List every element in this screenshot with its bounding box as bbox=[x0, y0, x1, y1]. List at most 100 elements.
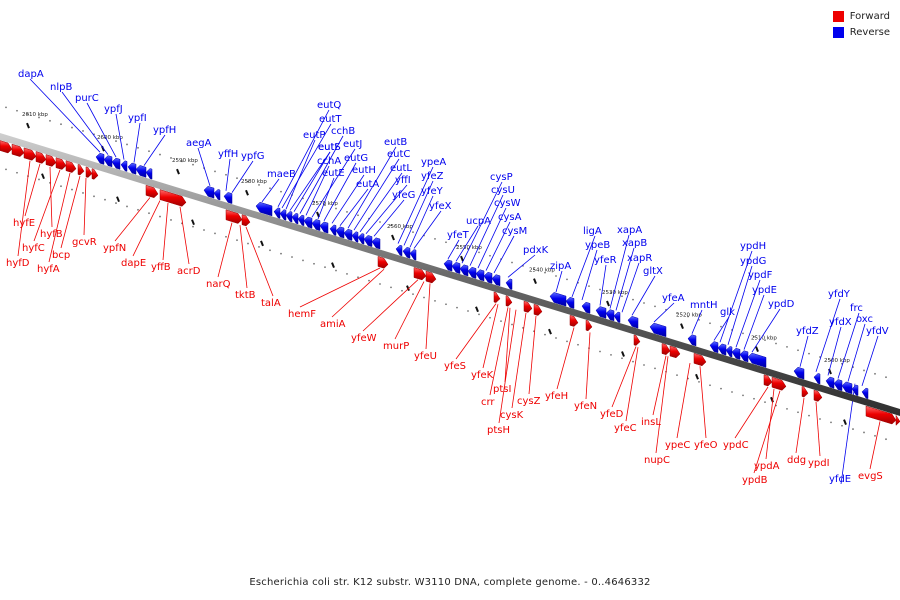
reverse-gene-label: ucpA bbox=[466, 216, 491, 227]
tick-label: 2600 kbp bbox=[97, 135, 123, 141]
reverse-gene-label: cysW bbox=[494, 198, 521, 209]
leader-line bbox=[735, 279, 761, 348]
reverse-gene-arrow bbox=[335, 226, 345, 239]
leader-line bbox=[795, 398, 805, 454]
upper-dot bbox=[324, 204, 326, 207]
leader-line bbox=[765, 388, 775, 460]
lower-dot bbox=[236, 239, 238, 242]
upper-dot bbox=[456, 244, 458, 247]
upper-dot bbox=[82, 130, 84, 132]
leader-line bbox=[585, 332, 591, 400]
upper-dot bbox=[38, 116, 40, 119]
leader-line bbox=[655, 356, 669, 454]
forward-gene-arrow bbox=[11, 143, 25, 157]
reverse-gene-label: cchB bbox=[331, 126, 355, 137]
lower-dot bbox=[467, 310, 469, 312]
reverse-gene-arrow bbox=[467, 266, 477, 279]
upper-dot bbox=[214, 170, 216, 173]
reverse-gene-label: eutC bbox=[387, 149, 410, 160]
lower-dot bbox=[874, 434, 876, 437]
reverse-gene-label: ligA bbox=[583, 226, 602, 237]
leader-line bbox=[528, 315, 537, 395]
tick-label: 2610 kbp bbox=[22, 112, 48, 118]
reverse-gene-arrow bbox=[613, 311, 621, 323]
reverse-gene-arrow bbox=[127, 162, 137, 175]
leader-line bbox=[753, 390, 781, 474]
upper-dot bbox=[390, 224, 392, 227]
upper-dot bbox=[511, 261, 513, 264]
upper-dot bbox=[533, 268, 535, 271]
reverse-gene-label: eutT bbox=[319, 114, 342, 125]
forward-gene-arrow bbox=[523, 300, 533, 313]
leader-line bbox=[447, 239, 460, 260]
leader-line bbox=[611, 346, 637, 408]
leader-line bbox=[331, 174, 365, 224]
forward-gene-label: insL bbox=[641, 417, 661, 428]
forward-gene-label: crr bbox=[481, 397, 495, 408]
upper-dot bbox=[621, 295, 623, 298]
forward-gene-label: hemF bbox=[288, 309, 316, 320]
upper-dot bbox=[346, 211, 348, 213]
lower-dot bbox=[104, 198, 106, 201]
genome-axis bbox=[0, 133, 900, 416]
leader-line bbox=[24, 163, 41, 217]
leader-line bbox=[815, 401, 821, 457]
upper-dot bbox=[159, 153, 161, 156]
upper-dot bbox=[643, 302, 645, 304]
reverse-gene-label: aegA bbox=[186, 138, 212, 149]
tick-mark bbox=[475, 306, 479, 313]
lower-dot bbox=[753, 397, 755, 400]
forward-gene-arrow bbox=[669, 345, 681, 359]
forward-gene-arrow bbox=[763, 374, 773, 387]
tick-label: 2560 kbp bbox=[387, 224, 413, 230]
forward-gene-arrow bbox=[425, 270, 437, 284]
leader-line bbox=[231, 160, 254, 193]
leader-line bbox=[289, 151, 331, 211]
forward-gene-arrow bbox=[91, 168, 99, 180]
reverse-gene-label: ypfH bbox=[153, 125, 176, 136]
forward-gene-arrow bbox=[377, 256, 389, 269]
reverse-gene-label: yffH bbox=[218, 149, 238, 160]
tick-mark bbox=[680, 323, 684, 330]
forward-gene-label: yfeS bbox=[444, 361, 466, 372]
reverse-gene-arrow bbox=[95, 152, 105, 165]
tick-label: 2590 kbp bbox=[172, 158, 198, 164]
leader-line bbox=[245, 226, 274, 297]
lower-dot bbox=[357, 276, 359, 279]
forward-gene-arrow bbox=[0, 140, 13, 154]
reverse-gene-label: eutB bbox=[384, 137, 407, 148]
leader-line bbox=[425, 283, 431, 350]
forward-gene-label: acrD bbox=[177, 266, 201, 277]
tick-mark bbox=[533, 278, 537, 284]
upper-dot bbox=[181, 160, 183, 163]
upper-dot bbox=[225, 173, 227, 176]
reverse-gene-label: zipA bbox=[550, 261, 571, 272]
reverse-gene-label: xapA bbox=[617, 225, 642, 236]
forward-gene-label: hyfB bbox=[40, 229, 63, 240]
forward-gene-label: hyfE bbox=[13, 218, 35, 229]
lower-dot bbox=[159, 215, 161, 218]
reverse-gene-label: ypfJ bbox=[104, 104, 123, 115]
upper-dot bbox=[588, 285, 590, 288]
forward-gene-arrow bbox=[413, 267, 427, 281]
forward-gene-arrow bbox=[813, 389, 823, 402]
tick-mark bbox=[260, 240, 264, 247]
lower-dot bbox=[368, 279, 370, 282]
reverse-gene-arrow bbox=[343, 228, 353, 241]
leader-line bbox=[581, 249, 598, 301]
lower-dot bbox=[434, 300, 436, 302]
lower-dot bbox=[819, 418, 821, 420]
lower-dot bbox=[731, 391, 733, 393]
reverse-gene-label: yfeA bbox=[662, 293, 685, 304]
lower-dot bbox=[511, 323, 513, 326]
leader-line bbox=[653, 302, 675, 323]
leader-line bbox=[132, 200, 161, 257]
tick-mark bbox=[331, 262, 335, 268]
reverse-gene-label: eutS bbox=[318, 142, 341, 153]
forward-gene-label: murP bbox=[383, 341, 409, 352]
leader-line bbox=[555, 270, 563, 293]
leader-line bbox=[676, 363, 691, 439]
reverse-gene-label: glk bbox=[720, 307, 735, 318]
leader-line bbox=[571, 235, 596, 298]
forward-gene-label: ddg bbox=[787, 455, 806, 466]
